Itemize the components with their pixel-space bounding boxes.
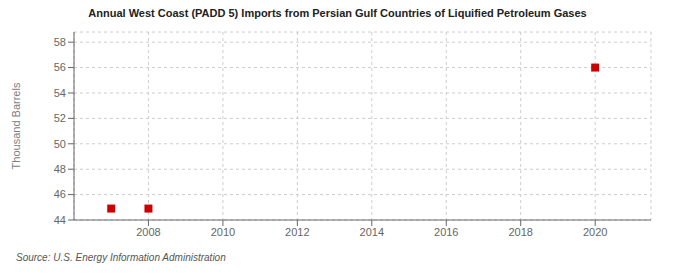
html-text:Annual West Coast (PADD 5) Imp: Annual West Coast (PADD 5) Imports from …: [88, 7, 587, 19]
svg-text:48: 48: [54, 163, 66, 175]
svg-text:46: 46: [54, 188, 66, 200]
svg-text:52: 52: [54, 112, 66, 124]
svg-text:2014: 2014: [360, 226, 384, 238]
svg-text:2020: 2020: [583, 226, 607, 238]
svg-text:54: 54: [54, 87, 66, 99]
svg-text:58: 58: [54, 36, 66, 48]
svg-text:2016: 2016: [434, 226, 458, 238]
svg-text:44: 44: [54, 214, 66, 226]
html-text:Source: U.S. Energy Informatio: Source: U.S. Energy Information Administ…: [16, 252, 226, 263]
svg-text:2008: 2008: [136, 226, 160, 238]
svg-text:56: 56: [54, 61, 66, 73]
svg-text:Thousand Barrels: Thousand Barrels: [10, 82, 22, 169]
svg-text:2010: 2010: [211, 226, 235, 238]
svg-text:2018: 2018: [508, 226, 532, 238]
svg-text:2012: 2012: [285, 226, 309, 238]
svg-text:50: 50: [54, 138, 66, 150]
